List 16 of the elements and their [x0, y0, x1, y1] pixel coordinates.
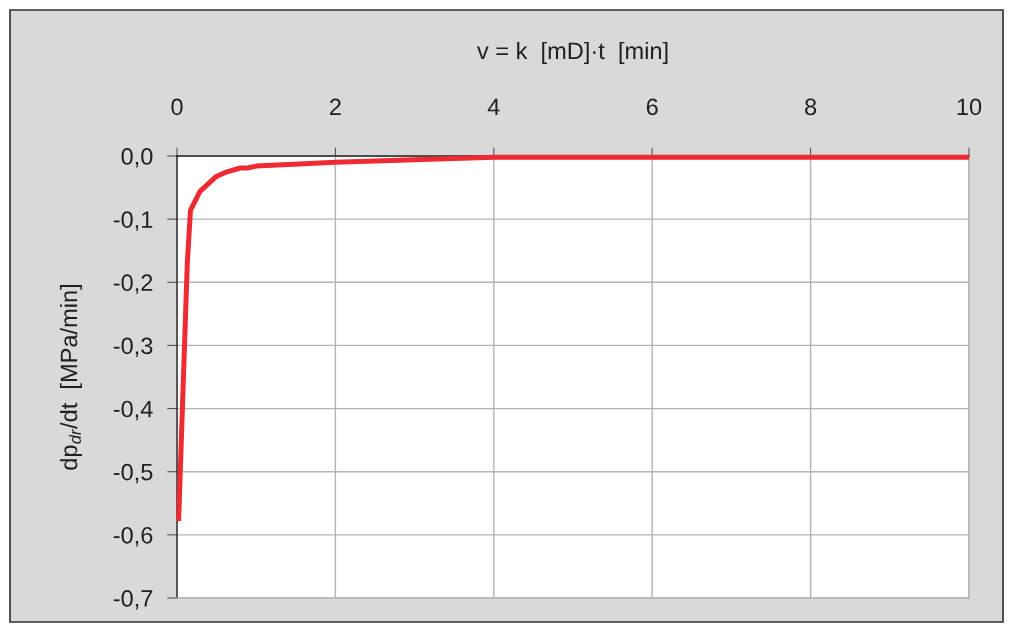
x-tick-label: 0	[171, 98, 183, 116]
y-tick-label: 0,0	[121, 148, 153, 168]
x-tick-label: 10	[957, 98, 982, 116]
y-tick-label: -0,4	[113, 400, 153, 421]
x-tick-label: 4	[487, 98, 500, 115]
x-tick-label: 8	[805, 98, 817, 116]
x-tick-label: 6	[646, 98, 658, 116]
x-axis-title: v = k [mD]·t [min]	[476, 41, 668, 64]
y-axis-title: dp$_{dr}$/dt [MPa/min]	[59, 284, 82, 470]
y-tick-label: -0,6	[113, 526, 153, 547]
y-tick-label: -0,5	[113, 463, 153, 484]
x-tick-label: 2	[330, 98, 341, 115]
y-tick-label: -0,7	[113, 590, 153, 610]
y-tick-label: -0,2	[113, 274, 153, 294]
y-tick-label: -0,1	[113, 211, 153, 231]
y-tick-label: -0,3	[113, 337, 153, 358]
